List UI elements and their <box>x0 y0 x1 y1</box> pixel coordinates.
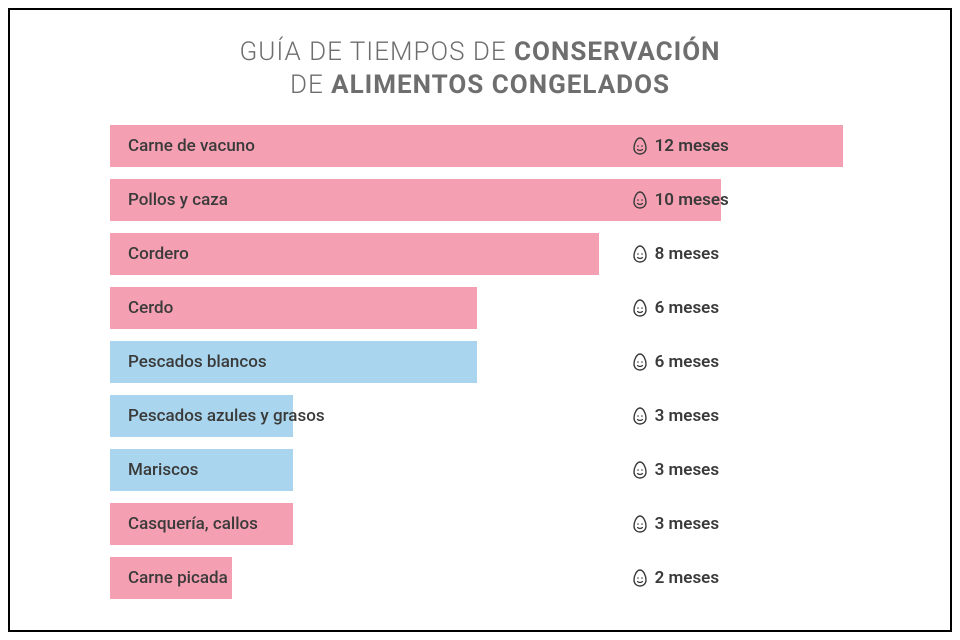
bar-value-text: 10 meses <box>655 190 729 210</box>
timer-egg-icon <box>633 515 647 533</box>
timer-egg-icon <box>633 353 647 371</box>
bar-label: Carne picada <box>128 568 228 588</box>
bar-value: 6 meses <box>633 341 719 383</box>
bar-row: Cordero 8 meses <box>110 233 890 275</box>
bar: Mariscos <box>110 449 293 491</box>
timer-egg-icon <box>633 569 647 587</box>
timer-egg-icon <box>633 407 647 425</box>
bar-value-text: 8 meses <box>655 244 719 264</box>
bar-value: 3 meses <box>633 503 719 545</box>
bar-label: Carne de vacuno <box>128 136 255 156</box>
bar: Casquería, callos <box>110 503 293 545</box>
title-line2-plain: DE <box>290 70 331 100</box>
bar: Pescados blancos <box>110 341 477 383</box>
bar-value-text: 2 meses <box>655 568 719 588</box>
bar-label: Casquería, callos <box>128 514 258 534</box>
bar-label: Pollos y caza <box>128 190 228 210</box>
bar: Pollos y caza <box>110 179 721 221</box>
timer-egg-icon <box>633 299 647 317</box>
bar-label: Cerdo <box>128 298 173 318</box>
title-line2-strong: ALIMENTOS CONGELADOS <box>331 70 670 100</box>
timer-egg-icon <box>633 191 647 209</box>
bar: Cordero <box>110 233 599 275</box>
bar-label: Pescados blancos <box>128 352 267 372</box>
bar-label: Cordero <box>128 244 189 264</box>
bar-row: Casquería, callos 3 meses <box>110 503 890 545</box>
bar-value: 2 meses <box>633 557 719 599</box>
bar-label: Pescados azules y grasos <box>128 406 325 426</box>
title-line1-strong: CONSERVACIÓN <box>514 37 721 67</box>
timer-egg-icon <box>633 137 647 155</box>
bar-row: Mariscos 3 meses <box>110 449 890 491</box>
timer-egg-icon <box>633 245 647 263</box>
bar-value: 10 meses <box>633 179 729 221</box>
bar-row: Pollos y caza 10 meses <box>110 179 890 221</box>
title-line1-plain: GUÍA DE TIEMPOS DE <box>239 37 514 67</box>
bar-value-text: 3 meses <box>655 460 719 480</box>
bar-value-text: 6 meses <box>655 298 719 318</box>
bar-row: Carne picada 2 meses <box>110 557 890 599</box>
chart-frame: GUÍA DE TIEMPOS DE CONSERVACIÓN DE ALIME… <box>8 8 952 632</box>
bar-row: Pescados blancos 6 meses <box>110 341 890 383</box>
bar-chart: Carne de vacuno 12 meses Pollos y caza 10 m… <box>70 125 890 600</box>
bar-row: Pescados azules y grasos 3 meses <box>110 395 890 437</box>
bar-label: Mariscos <box>128 460 198 480</box>
bar: Pescados azules y grasos <box>110 395 293 437</box>
bar-value: 3 meses <box>633 449 719 491</box>
bar: Cerdo <box>110 287 477 329</box>
bar-value-text: 3 meses <box>655 406 719 426</box>
bar-value-text: 6 meses <box>655 352 719 372</box>
bar-value: 8 meses <box>633 233 719 275</box>
bar-value: 3 meses <box>633 395 719 437</box>
bar-value-text: 12 meses <box>655 136 729 156</box>
bar-value-text: 3 meses <box>655 514 719 534</box>
bar: Carne picada <box>110 557 232 599</box>
bar-row: Carne de vacuno 12 meses <box>110 125 890 167</box>
bar-value: 6 meses <box>633 287 719 329</box>
bar: Carne de vacuno <box>110 125 843 167</box>
bar-row: Cerdo 6 meses <box>110 287 890 329</box>
chart-title: GUÍA DE TIEMPOS DE CONSERVACIÓN DE ALIME… <box>70 36 890 101</box>
bar-value: 12 meses <box>633 125 729 167</box>
timer-egg-icon <box>633 461 647 479</box>
